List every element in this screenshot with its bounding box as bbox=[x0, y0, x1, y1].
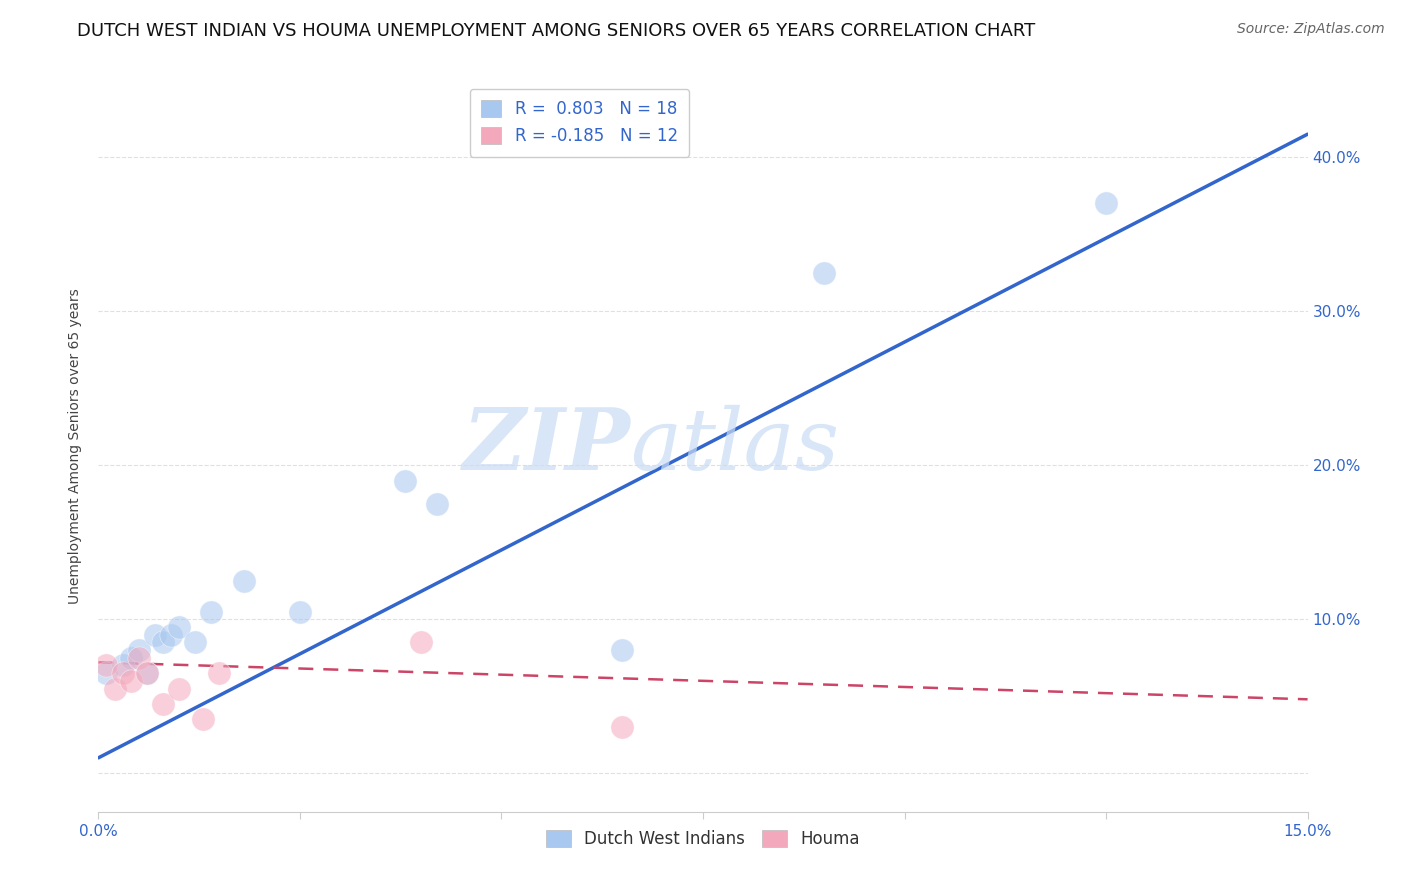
Point bbox=[193, 712, 215, 726]
Text: DUTCH WEST INDIAN VS HOUMA UNEMPLOYMENT AMONG SENIORS OVER 65 YEARS CORRELATION : DUTCH WEST INDIAN VS HOUMA UNEMPLOYMENT … bbox=[77, 22, 1036, 40]
Legend: Dutch West Indians, Houma: Dutch West Indians, Houma bbox=[540, 823, 866, 855]
Point bbox=[612, 643, 634, 657]
Point bbox=[184, 635, 207, 649]
Point bbox=[111, 658, 134, 673]
Text: Source: ZipAtlas.com: Source: ZipAtlas.com bbox=[1237, 22, 1385, 37]
Point bbox=[167, 681, 190, 696]
Point bbox=[96, 658, 118, 673]
Text: ZIP: ZIP bbox=[463, 404, 630, 488]
Point bbox=[208, 666, 231, 681]
Point bbox=[128, 643, 150, 657]
Point bbox=[160, 627, 183, 641]
Point bbox=[167, 620, 190, 634]
Text: atlas: atlas bbox=[630, 405, 839, 487]
Point bbox=[103, 681, 125, 696]
Point bbox=[232, 574, 254, 588]
Y-axis label: Unemployment Among Seniors over 65 years: Unemployment Among Seniors over 65 years bbox=[69, 288, 83, 604]
Point bbox=[152, 635, 174, 649]
Point bbox=[143, 627, 166, 641]
Point bbox=[135, 666, 157, 681]
Point bbox=[111, 666, 134, 681]
Point bbox=[128, 650, 150, 665]
Point bbox=[1095, 196, 1118, 211]
Point bbox=[394, 474, 416, 488]
Point bbox=[135, 666, 157, 681]
Point bbox=[426, 497, 449, 511]
Point bbox=[813, 266, 835, 280]
Point bbox=[152, 697, 174, 711]
Point bbox=[409, 635, 432, 649]
Point bbox=[612, 720, 634, 734]
Point bbox=[120, 673, 142, 688]
Point bbox=[120, 650, 142, 665]
Point bbox=[96, 666, 118, 681]
Point bbox=[200, 605, 222, 619]
Point bbox=[288, 605, 311, 619]
